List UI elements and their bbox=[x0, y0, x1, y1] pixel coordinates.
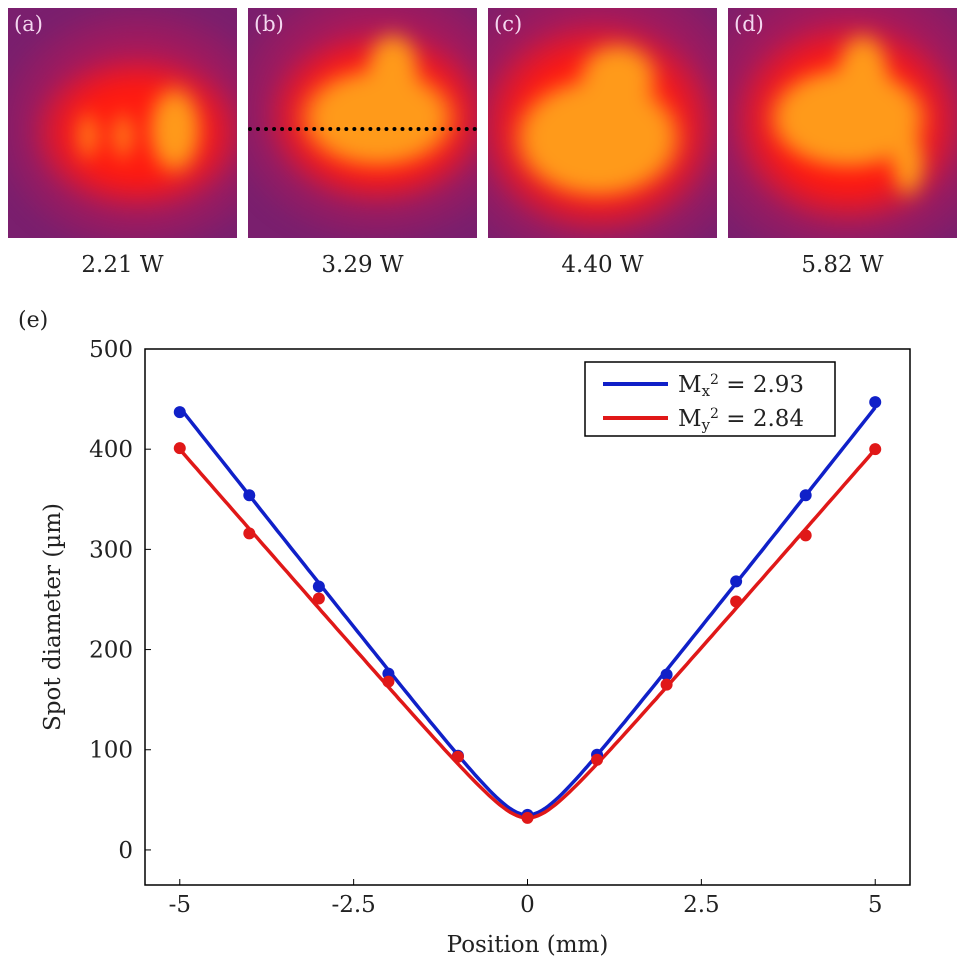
data-point-1 bbox=[660, 678, 673, 691]
power-label: 3.29 W bbox=[321, 252, 404, 278]
legend-entry: Mx2 = 2.93 bbox=[678, 372, 804, 400]
fit-curve-1 bbox=[178, 448, 877, 820]
data-point-1 bbox=[173, 442, 186, 455]
chart-panel-label: (e) bbox=[18, 308, 49, 333]
data-point-1 bbox=[243, 527, 256, 540]
data-point-1 bbox=[521, 811, 534, 824]
x-tick-label: 5 bbox=[868, 892, 883, 918]
x-tick-label: 2.5 bbox=[683, 892, 720, 918]
panel-label: (d) bbox=[734, 12, 764, 36]
y-tick-label: 200 bbox=[89, 638, 133, 664]
power-label: 2.21 W bbox=[81, 252, 164, 278]
data-point-0 bbox=[312, 580, 325, 593]
legend-box bbox=[584, 361, 836, 437]
y-axis-label: Spot diameter (µm) bbox=[40, 503, 66, 731]
panel-label: (a) bbox=[14, 12, 43, 36]
y-tick-label: 400 bbox=[89, 437, 133, 463]
power-label: 4.40 W bbox=[561, 252, 644, 278]
panel-label: (b) bbox=[254, 12, 284, 36]
x-tick-label: -2.5 bbox=[331, 892, 375, 918]
data-point-0 bbox=[243, 489, 256, 502]
y-tick-label: 0 bbox=[118, 838, 133, 864]
beam-profile-c: (c) bbox=[488, 8, 717, 238]
data-point-0 bbox=[173, 406, 186, 419]
x-tick-label: -5 bbox=[169, 892, 191, 918]
data-point-1 bbox=[591, 753, 604, 766]
y-tick-label: 500 bbox=[89, 337, 133, 363]
x-axis-label: Position (mm) bbox=[447, 932, 609, 958]
data-point-1 bbox=[869, 443, 882, 456]
fit-curve-0 bbox=[178, 406, 877, 817]
legend-entry: My2 = 2.84 bbox=[678, 406, 804, 434]
data-point-1 bbox=[382, 675, 395, 688]
data-point-0 bbox=[869, 396, 882, 409]
data-point-0 bbox=[730, 575, 743, 588]
y-tick-label: 300 bbox=[89, 537, 133, 563]
profile-line bbox=[248, 127, 477, 131]
beam-profile-b: (b) bbox=[248, 8, 477, 238]
data-point-1 bbox=[799, 529, 812, 542]
y-tick-label: 100 bbox=[89, 738, 133, 764]
x-tick-label: 0 bbox=[520, 892, 535, 918]
beam-profile-a: (a) bbox=[8, 8, 237, 238]
panel-label: (c) bbox=[494, 12, 523, 36]
power-label: 5.82 W bbox=[801, 252, 884, 278]
beam-profile-d: (d) bbox=[728, 8, 957, 238]
data-point-0 bbox=[799, 489, 812, 502]
data-point-1 bbox=[312, 592, 325, 605]
data-point-1 bbox=[451, 750, 464, 763]
data-point-0 bbox=[660, 668, 673, 681]
data-point-1 bbox=[730, 595, 743, 608]
